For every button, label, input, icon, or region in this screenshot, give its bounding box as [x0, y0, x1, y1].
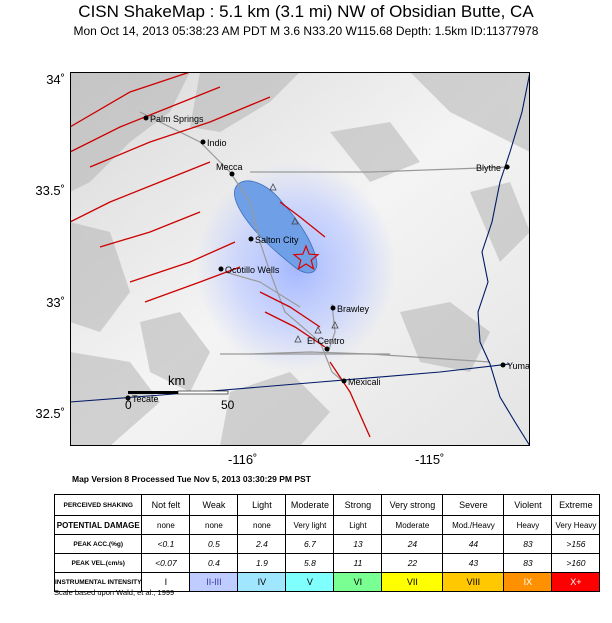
legend-vel-cell: 1.9 — [237, 553, 287, 573]
legend-acc-cell: <0.1 — [141, 534, 191, 554]
legend-intensity-cell: IV — [237, 572, 287, 592]
scale-bar-start: 0 — [125, 398, 132, 412]
place-label-el-centro: El Centro — [307, 336, 345, 346]
legend-acc-cell: 44 — [442, 534, 505, 554]
lat-label-33-5: 33.5˚ — [35, 183, 65, 198]
legend-shaking-cell: Very strong — [381, 494, 444, 516]
event-subtitle: Mon Oct 14, 2013 05:38:23 AM PDT M 3.6 N… — [73, 24, 539, 38]
place-label-tecate: Tecate — [132, 394, 159, 404]
legend-footnote: Scale based upon Wald, et al.; 1999 — [54, 588, 175, 597]
legend-vel-cell: 5.8 — [285, 553, 335, 573]
legend-intensity-cell: X+ — [551, 572, 601, 592]
legend-damage-cell: Light — [333, 515, 383, 535]
legend-intensity-cell: V — [285, 572, 335, 592]
legend-acc-cell: 13 — [333, 534, 383, 554]
legend-shaking-cell: Extreme — [551, 494, 601, 516]
legend-intensity-cell: IX — [503, 572, 553, 592]
legend-intensity-cell: VIII — [442, 572, 505, 592]
legend-vel-cell: 43 — [442, 553, 505, 573]
legend-intensity-cell: II-III — [189, 572, 239, 592]
place-label-ocotillo-wells: Ocotillo Wells — [225, 265, 280, 275]
legend-acc-cell: 0.5 — [189, 534, 239, 554]
legend-vel-cell: 11 — [333, 553, 383, 573]
legend-damage-cell: Heavy — [503, 515, 553, 535]
legend-header-shaking: PERCEIVED SHAKING — [53, 494, 143, 516]
place-label-blythe: Blythe — [476, 163, 501, 173]
map-version-text: Map Version 8 Processed Tue Nov 5, 2013 … — [72, 474, 311, 484]
legend-vel-cell: 0.4 — [189, 553, 239, 573]
legend-acc-cell: 24 — [381, 534, 444, 554]
legend-shaking-cell: Weak — [189, 494, 239, 516]
legend-acc-cell: >156 — [551, 534, 601, 554]
legend-damage-cell: Mod./Heavy — [442, 515, 505, 535]
lat-label-32-5: 32.5˚ — [35, 406, 65, 421]
legend-intensity-cell: I — [141, 572, 191, 592]
legend-shaking-cell: Severe — [442, 494, 505, 516]
salton-sea — [234, 180, 318, 274]
mountain-shading — [70, 72, 530, 446]
legend-shaking-cell: Not felt — [141, 494, 191, 516]
legend-intensity-cell: VI — [333, 572, 383, 592]
place-label-mexicali: Mexicali — [348, 377, 381, 387]
legend-acc-cell: 83 — [503, 534, 553, 554]
place-label-salton-city: Salton City — [255, 235, 299, 245]
map-frame — [70, 72, 530, 446]
epicenter-star-icon — [292, 244, 320, 271]
legend-header-vel: PEAK VEL.(cm/s) — [53, 553, 143, 573]
legend-damage-cell: none — [141, 515, 191, 535]
place-markers — [125, 115, 510, 401]
fault-lines — [70, 72, 371, 438]
intensity-legend: PERCEIVED SHAKING Not felt Weak Light Mo… — [53, 494, 601, 592]
legend-header-damage: POTENTIAL DAMAGE — [53, 515, 143, 535]
shakemap: Palm Springs Indio Mecca Salton City Oco… — [70, 72, 530, 446]
legend-damage-cell: none — [189, 515, 239, 535]
legend-damage-cell: Moderate — [381, 515, 444, 535]
scale-bar-end: 50 — [221, 398, 235, 412]
place-label-brawley: Brawley — [337, 304, 370, 314]
legend-header-acc: PEAK ACC.(%g) — [53, 534, 143, 554]
legend-intensity-cell: VII — [381, 572, 444, 592]
legend-vel-cell: 83 — [503, 553, 553, 573]
legend-shaking-cell: Violent — [503, 494, 553, 516]
map-title: CISN ShakeMap : 5.1 km (3.1 mi) NW of Ob… — [78, 2, 534, 21]
scale-bar-unit: km — [168, 373, 185, 388]
legend-acc-cell: 2.4 — [237, 534, 287, 554]
seismic-stations — [269, 183, 339, 343]
legend-vel-cell: >160 — [551, 553, 601, 573]
lon-label-115: -115˚ — [415, 452, 445, 467]
place-label-indio: Indio — [207, 138, 227, 148]
lat-label-33: 33˚ — [46, 295, 65, 310]
legend-damage-cell: none — [237, 515, 287, 535]
legend-shaking-cell: Moderate — [285, 494, 335, 516]
legend-shaking-cell: Strong — [333, 494, 383, 516]
scale-bar: km 0 50 — [125, 373, 235, 412]
legend-damage-cell: Very light — [285, 515, 335, 535]
place-label-mecca: Mecca — [216, 162, 243, 172]
legend-vel-cell: <0.07 — [141, 553, 191, 573]
international-border — [70, 363, 511, 403]
place-label-yuma: Yuma — [507, 361, 530, 371]
legend-acc-cell: 6.7 — [285, 534, 335, 554]
lat-label-34: 34˚ — [46, 72, 65, 87]
place-label-palm-springs: Palm Springs — [150, 114, 204, 124]
colorado-river-border — [477, 72, 530, 446]
legend-vel-cell: 22 — [381, 553, 444, 573]
legend-shaking-cell: Light — [237, 494, 287, 516]
roads — [139, 111, 511, 383]
lon-label-116: -116˚ — [228, 452, 258, 467]
legend-header-intensity: INSTRUMENTAL INTENSITY — [53, 572, 143, 592]
legend-damage-cell: Very Heavy — [551, 515, 601, 535]
